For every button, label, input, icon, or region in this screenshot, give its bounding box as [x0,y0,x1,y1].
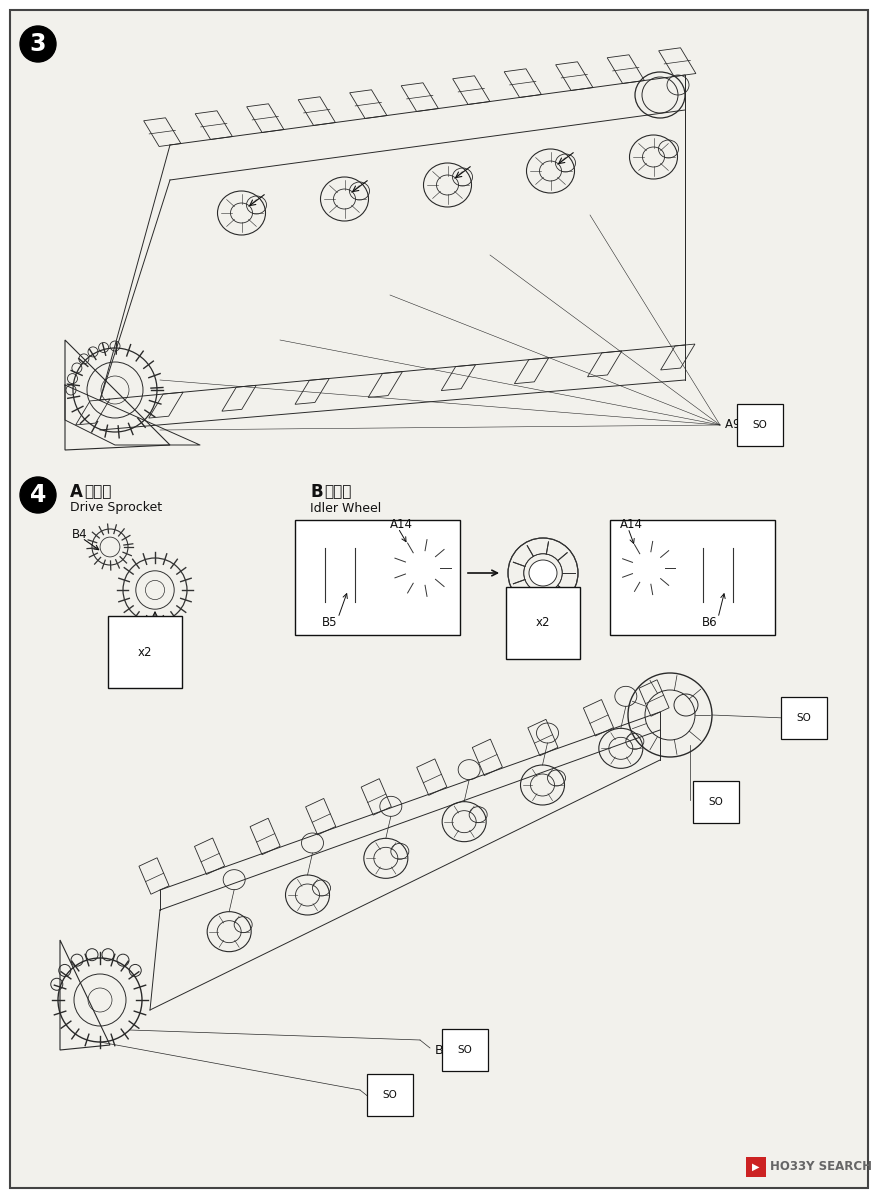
Text: B5: B5 [322,617,338,630]
FancyBboxPatch shape [610,520,775,635]
Text: SO: SO [708,797,723,806]
Text: Idler Wheel: Idler Wheel [310,502,381,515]
Text: x2: x2 [536,617,550,630]
Circle shape [20,476,56,514]
Text: B: B [310,482,323,502]
Text: A9×7: A9×7 [725,419,761,432]
Text: A14: A14 [620,517,643,530]
Text: B4: B4 [72,528,88,541]
Text: B3: B3 [147,629,163,642]
Text: A: A [70,482,83,502]
Text: A14: A14 [390,517,413,530]
Text: 4: 4 [30,482,46,506]
Text: x2: x2 [138,646,152,659]
Text: SO: SO [752,420,767,430]
Text: 3: 3 [30,32,47,56]
Text: SO: SO [458,1045,473,1055]
Text: HO33Y SEARCH: HO33Y SEARCH [770,1160,872,1174]
FancyBboxPatch shape [746,1157,766,1177]
Text: A6: A6 [693,796,709,809]
Text: B: B [788,712,797,725]
Text: SO: SO [383,1090,398,1100]
FancyBboxPatch shape [10,10,868,1188]
FancyBboxPatch shape [295,520,460,635]
Text: SO: SO [796,713,811,722]
Ellipse shape [529,560,557,586]
Text: B23: B23 [435,1044,459,1056]
Text: ▶: ▶ [752,1162,759,1172]
Text: 誘導輪: 誘導輪 [324,485,351,499]
Text: Drive Sprocket: Drive Sprocket [70,502,162,515]
Text: A: A [375,1088,384,1102]
Text: 起動輪: 起動輪 [84,485,112,499]
Circle shape [20,26,56,62]
Text: B6: B6 [702,617,718,630]
